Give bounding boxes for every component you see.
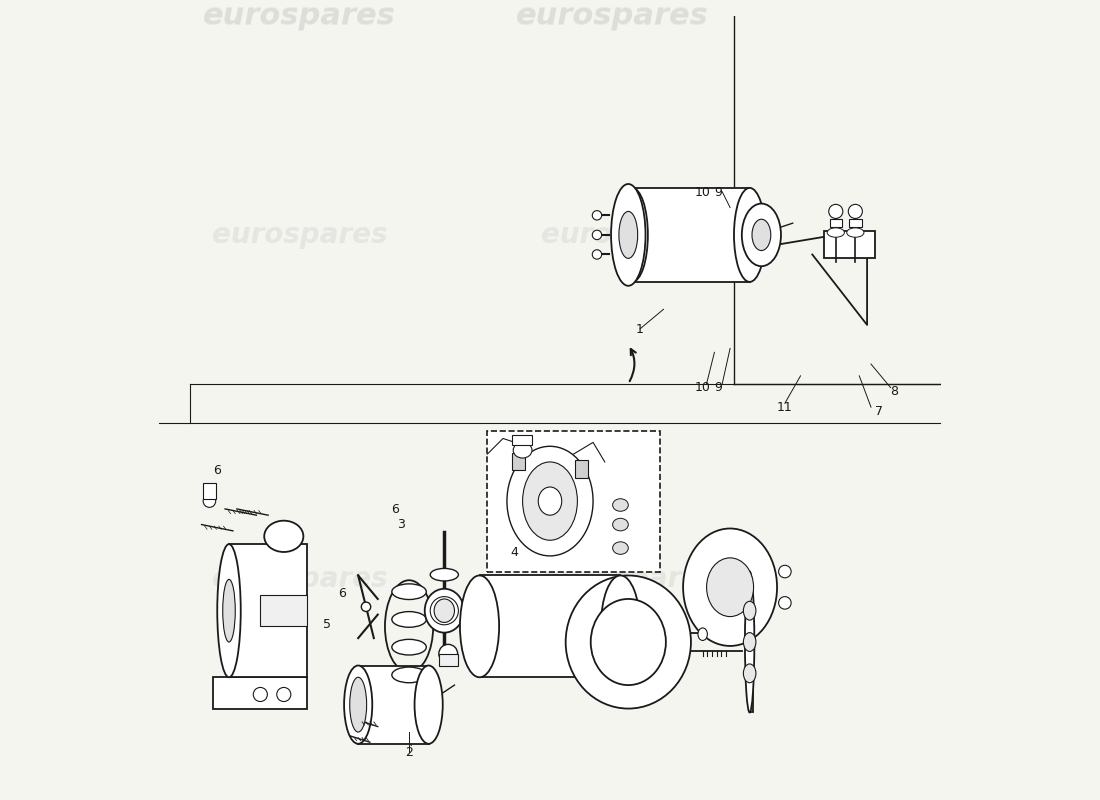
Ellipse shape	[612, 184, 646, 286]
Bar	[229, 544, 307, 678]
Text: 4: 4	[510, 546, 519, 559]
Ellipse shape	[253, 687, 267, 702]
Ellipse shape	[344, 666, 372, 744]
Ellipse shape	[619, 211, 638, 258]
Ellipse shape	[744, 633, 756, 651]
Ellipse shape	[361, 602, 371, 611]
Ellipse shape	[460, 575, 499, 678]
Ellipse shape	[827, 228, 845, 238]
Bar	[513, 453, 525, 470]
Text: 6: 6	[339, 587, 346, 600]
Ellipse shape	[591, 599, 666, 685]
Ellipse shape	[613, 518, 628, 531]
Ellipse shape	[565, 575, 691, 709]
Ellipse shape	[425, 589, 464, 633]
Text: 7: 7	[874, 405, 883, 418]
Ellipse shape	[613, 498, 628, 511]
Polygon shape	[213, 678, 307, 709]
Ellipse shape	[616, 188, 648, 282]
Bar	[749, 571, 752, 713]
Text: 5: 5	[323, 618, 331, 631]
Ellipse shape	[538, 487, 562, 515]
Ellipse shape	[847, 228, 864, 238]
Ellipse shape	[683, 529, 777, 646]
Text: 10: 10	[695, 186, 711, 198]
Bar	[575, 460, 587, 478]
Ellipse shape	[744, 602, 756, 620]
Ellipse shape	[522, 462, 578, 540]
Bar	[204, 483, 216, 498]
Ellipse shape	[415, 666, 442, 744]
Ellipse shape	[592, 250, 602, 259]
Ellipse shape	[222, 579, 235, 642]
Text: 11: 11	[777, 401, 793, 414]
Ellipse shape	[706, 558, 754, 617]
Text: 2: 2	[405, 746, 412, 758]
Bar	[849, 219, 861, 227]
Ellipse shape	[613, 542, 628, 554]
Bar	[261, 595, 307, 626]
Bar	[513, 435, 532, 445]
Ellipse shape	[828, 204, 843, 218]
Bar	[487, 430, 660, 571]
Text: eurospares: eurospares	[211, 566, 387, 594]
Ellipse shape	[439, 644, 458, 663]
Ellipse shape	[779, 597, 791, 609]
Ellipse shape	[592, 210, 602, 220]
Ellipse shape	[430, 569, 459, 581]
Text: eurospares: eurospares	[204, 2, 396, 31]
Text: 6: 6	[390, 503, 399, 516]
Text: eurospares: eurospares	[540, 221, 716, 249]
Text: 9: 9	[714, 186, 723, 198]
Ellipse shape	[392, 639, 427, 655]
Text: 6: 6	[213, 464, 221, 477]
Text: 3: 3	[397, 518, 405, 531]
Text: eurospares: eurospares	[211, 221, 387, 249]
Ellipse shape	[392, 612, 427, 627]
Ellipse shape	[601, 575, 640, 678]
Text: 9: 9	[714, 382, 723, 394]
Bar	[480, 575, 620, 678]
Ellipse shape	[848, 204, 862, 218]
Ellipse shape	[734, 188, 766, 282]
Text: eurospares: eurospares	[516, 2, 710, 30]
Ellipse shape	[204, 495, 216, 507]
Text: eurospares: eurospares	[204, 2, 396, 30]
Text: 10: 10	[695, 382, 711, 394]
Ellipse shape	[350, 678, 366, 732]
Ellipse shape	[744, 664, 756, 682]
Bar	[829, 219, 842, 227]
Ellipse shape	[741, 203, 781, 266]
Bar	[359, 666, 429, 744]
Bar	[439, 654, 459, 666]
Text: 1: 1	[636, 322, 644, 336]
Ellipse shape	[745, 571, 755, 713]
Ellipse shape	[392, 667, 427, 682]
Text: eurospares: eurospares	[540, 566, 716, 594]
Ellipse shape	[698, 628, 707, 641]
Ellipse shape	[218, 544, 241, 678]
Ellipse shape	[514, 442, 532, 458]
Ellipse shape	[507, 446, 593, 556]
Ellipse shape	[779, 566, 791, 578]
Bar	[632, 188, 749, 282]
Bar	[824, 231, 874, 258]
Ellipse shape	[434, 599, 454, 622]
Ellipse shape	[277, 687, 290, 702]
Ellipse shape	[264, 521, 304, 552]
Ellipse shape	[392, 584, 427, 599]
Text: 8: 8	[891, 386, 899, 398]
Ellipse shape	[592, 230, 602, 239]
Ellipse shape	[752, 219, 771, 250]
Text: eurospares: eurospares	[516, 2, 710, 31]
